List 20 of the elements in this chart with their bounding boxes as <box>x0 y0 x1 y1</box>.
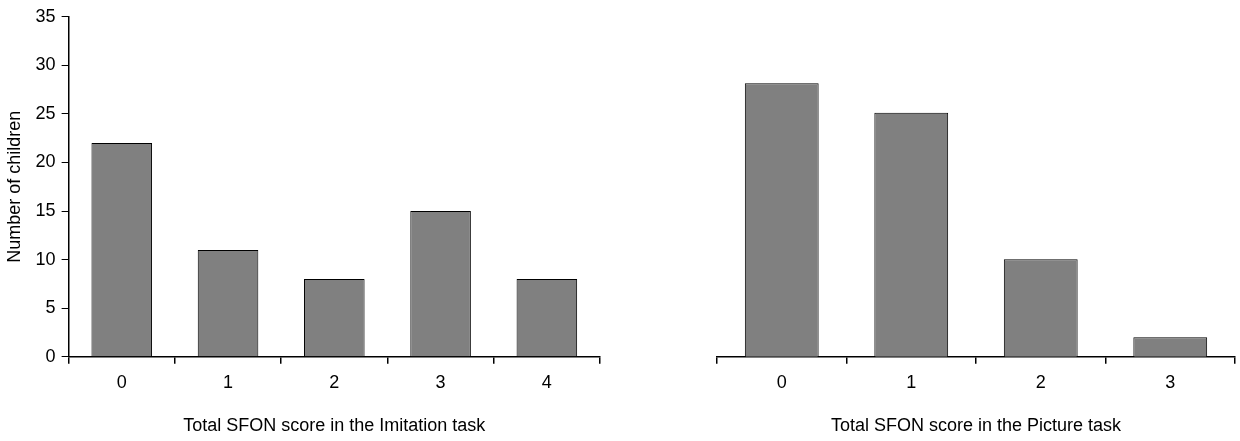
x-axis-title: Total SFON score in the Picture task <box>830 415 1123 436</box>
x-tick-label: 4 <box>541 371 552 392</box>
x-tick-label: 2 <box>1035 371 1046 392</box>
x-tick-label: 3 <box>435 371 446 392</box>
y-tick-label: 5 <box>45 297 56 318</box>
x-tick-label: 2 <box>329 371 340 392</box>
x-tick-label: 0 <box>776 371 787 392</box>
x-axis-title: Total SFON score in the Imitation task <box>183 415 487 436</box>
y-axis-title: Number of children <box>3 110 24 263</box>
x-tick-label: 1 <box>906 371 917 392</box>
y-tick-label: 20 <box>35 151 56 172</box>
y-tick-label: 0 <box>45 345 56 366</box>
y-tick-label: 30 <box>35 54 56 75</box>
x-tick-label: 3 <box>1165 371 1176 392</box>
y-tick-label: 25 <box>35 102 56 123</box>
x-tick-label: 0 <box>116 371 127 392</box>
x-tick-label: 1 <box>223 371 234 392</box>
y-tick-label: 10 <box>35 248 56 269</box>
y-tick-label: 35 <box>35 5 56 26</box>
y-tick-label: 15 <box>35 200 56 221</box>
